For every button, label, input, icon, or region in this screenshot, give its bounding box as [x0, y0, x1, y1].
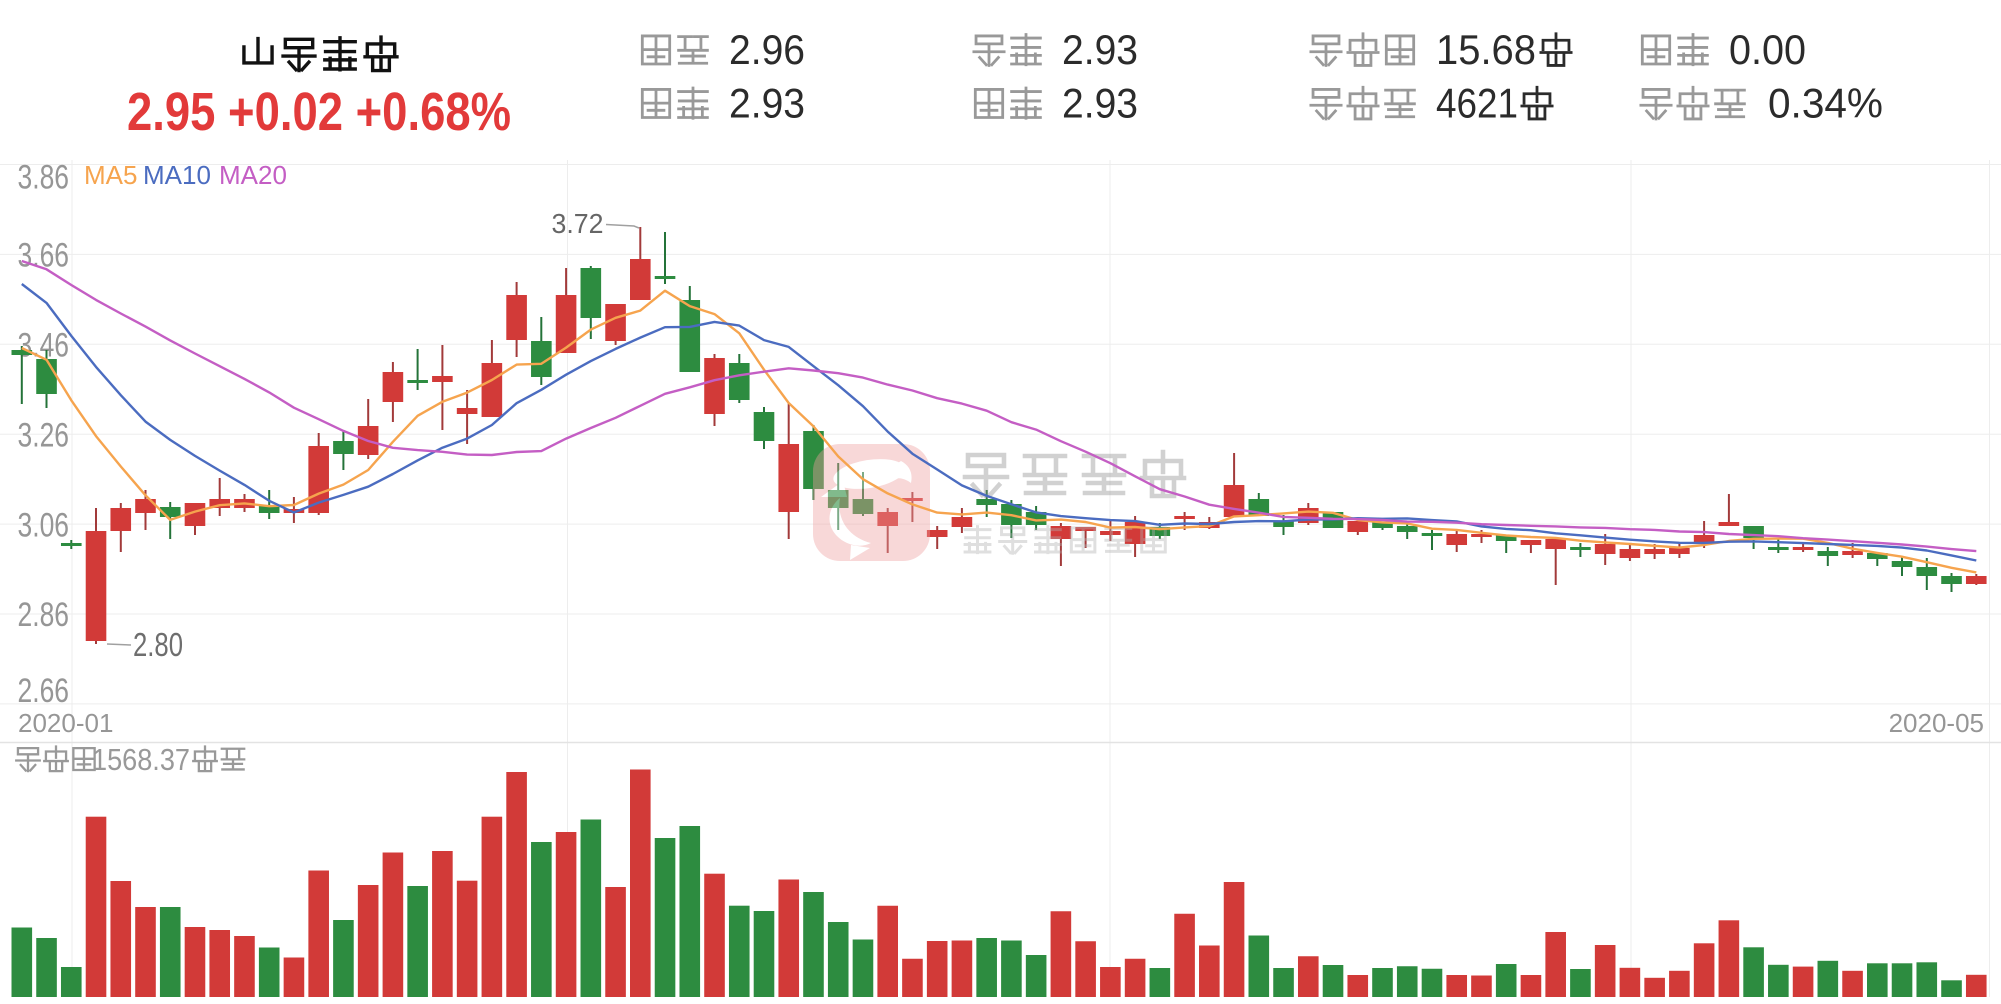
- svg-text:0.34%: 0.34%: [1768, 80, 1883, 127]
- svg-text:2.93: 2.93: [1062, 80, 1138, 127]
- svg-text:2.86: 2.86: [18, 596, 70, 634]
- svg-text:2020-01: 2020-01: [18, 708, 113, 738]
- svg-text:MA5: MA5: [84, 160, 137, 190]
- svg-text:1568.37: 1568.37: [92, 742, 190, 777]
- svg-text:3.26: 3.26: [18, 416, 70, 454]
- svg-text:4621: 4621: [1436, 80, 1518, 127]
- svg-text:2.93: 2.93: [1062, 26, 1138, 73]
- svg-text:3.72: 3.72: [552, 208, 604, 239]
- svg-text:15.68: 15.68: [1436, 26, 1536, 73]
- svg-text:3.06: 3.06: [18, 506, 70, 544]
- svg-text:2.95 +0.02 +0.68%: 2.95 +0.02 +0.68%: [127, 82, 511, 142]
- svg-text:2020-05: 2020-05: [1889, 708, 1984, 738]
- svg-text:0.00: 0.00: [1729, 26, 1806, 73]
- svg-text:2.93: 2.93: [729, 80, 805, 127]
- svg-text:2.80: 2.80: [133, 626, 183, 663]
- svg-text:MA10: MA10: [143, 160, 211, 190]
- svg-text:3.86: 3.86: [18, 159, 70, 197]
- svg-text:2.66: 2.66: [18, 672, 70, 710]
- svg-text:MA20: MA20: [219, 160, 287, 190]
- svg-text:2.96: 2.96: [729, 26, 805, 73]
